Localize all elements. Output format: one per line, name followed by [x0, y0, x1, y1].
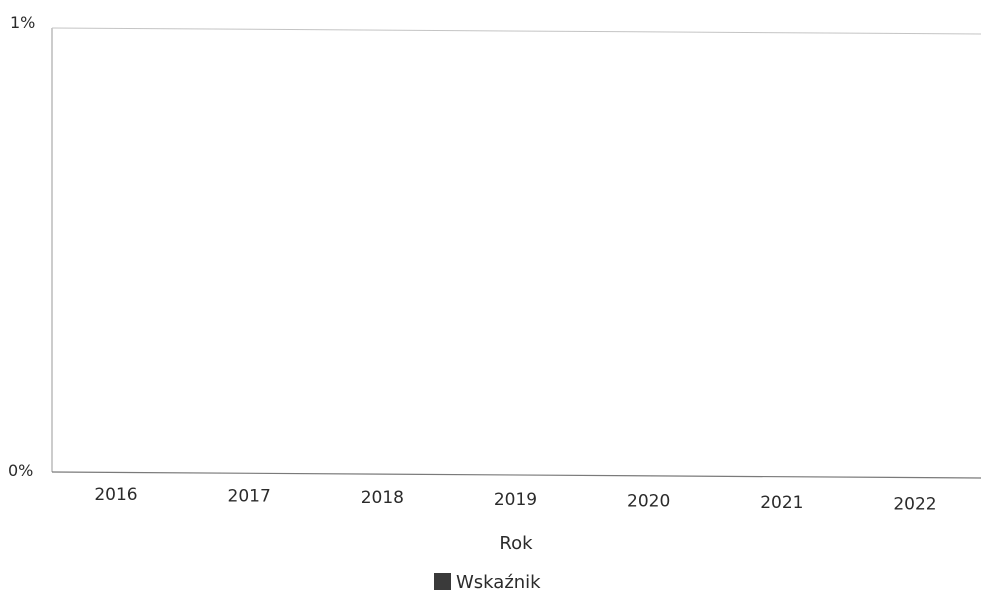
x-tick-label: 2021 — [760, 493, 803, 513]
x-tick-label: 2017 — [228, 487, 271, 507]
x-tick-label: 2018 — [361, 488, 404, 508]
legend-label: Wskaźnik — [456, 572, 541, 593]
y-tick-label-max: 1% — [10, 13, 35, 32]
x-tick-label: 2019 — [494, 490, 537, 510]
legend: Wskaźnik — [434, 572, 541, 593]
x-tick-label: 2016 — [94, 485, 137, 505]
x-axis-label: Rok — [499, 533, 533, 554]
x-tick-label: 2020 — [627, 491, 670, 511]
x-tick-label: 2022 — [893, 495, 936, 515]
legend-swatch — [434, 573, 451, 590]
y-tick-label-min: 0% — [8, 461, 33, 480]
x-tick-labels: 2016 2017 2018 2019 2020 2021 2022 — [94, 485, 936, 515]
top-frame-line — [51, 27, 981, 35]
x-axis-line — [51, 471, 981, 479]
